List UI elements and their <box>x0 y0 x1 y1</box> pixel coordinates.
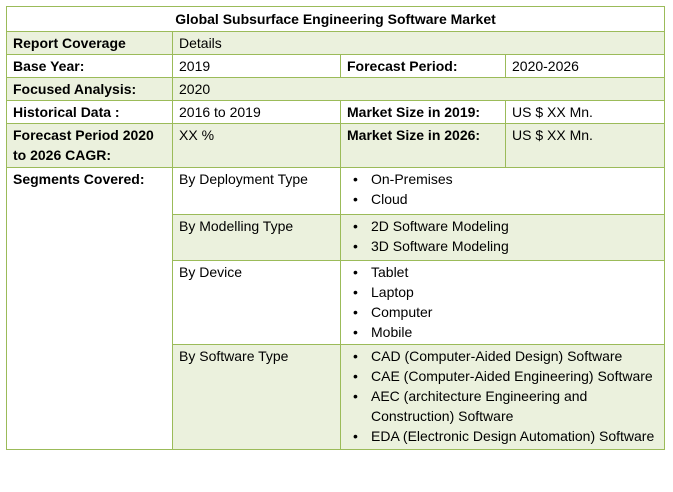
row-focused-analysis: Focused Analysis: 2020 <box>6 77 666 101</box>
segment-group-name: By Software Type <box>172 344 341 450</box>
segment-group-items: On-Premises Cloud <box>339 167 666 215</box>
row-base-year: Base Year: 2019 Forecast Period: 2020-20… <box>6 54 666 78</box>
market-size-2026-label: Market Size in 2026: <box>340 123 506 168</box>
list-item: On-Premises <box>353 169 658 189</box>
list-item: Mobile <box>353 322 658 342</box>
historical-data-label: Historical Data : <box>6 100 173 124</box>
base-year-value: 2019 <box>172 54 341 78</box>
segment-row-device: By Device Tablet Laptop Computer Mobile <box>7 260 666 345</box>
row-forecast-cagr: Forecast Period 2020 to 2026 CAGR: XX % … <box>6 123 666 168</box>
segments-covered-label: Segments Covered: <box>6 167 173 450</box>
list-item: Cloud <box>353 189 658 209</box>
list-item: 3D Software Modeling <box>353 236 658 256</box>
segment-list: Tablet Laptop Computer Mobile <box>347 262 658 342</box>
list-item: AEC (architecture Engineering and Constr… <box>353 386 658 426</box>
market-size-2019-label: Market Size in 2019: <box>340 100 506 124</box>
historical-data-value: 2016 to 2019 <box>172 100 341 124</box>
list-item: CAD (Computer-Aided Design) Software <box>353 346 658 366</box>
segment-group-items: 2D Software Modeling 3D Software Modelin… <box>339 214 666 261</box>
segment-list: On-Premises Cloud <box>347 169 658 209</box>
list-item: 2D Software Modeling <box>353 216 658 236</box>
title-row: Global Subsurface Engineering Software M… <box>5 6 666 32</box>
segment-group-name: By Deployment Type <box>172 167 341 215</box>
list-item: Tablet <box>353 262 658 282</box>
segment-group-name: By Device <box>172 260 341 345</box>
segment-group-name: By Modelling Type <box>172 214 341 261</box>
row-historical-data: Historical Data : 2016 to 2019 Market Si… <box>6 100 666 124</box>
forecast-cagr-label: Forecast Period 2020 to 2026 CAGR: <box>6 123 173 168</box>
segment-group-items: CAD (Computer-Aided Design) Software CAE… <box>339 344 666 450</box>
forecast-period-value: 2020-2026 <box>504 54 666 78</box>
segment-group-items: Tablet Laptop Computer Mobile <box>339 260 666 345</box>
forecast-period-label: Forecast Period: <box>340 54 506 78</box>
table-title: Global Subsurface Engineering Software M… <box>5 6 666 32</box>
list-item: CAE (Computer-Aided Engineering) Softwar… <box>353 366 658 386</box>
report-table-wrapper: Global Subsurface Engineering Software M… <box>5 6 666 450</box>
segment-row-modelling: By Modelling Type 2D Software Modeling 3… <box>6 214 666 261</box>
focused-analysis-label: Focused Analysis: <box>6 77 173 101</box>
list-item: Computer <box>353 302 658 322</box>
list-item: EDA (Electronic Design Automation) Softw… <box>353 426 658 446</box>
row-report-coverage: Report Coverage Details <box>6 31 666 55</box>
list-item: Laptop <box>353 282 658 302</box>
report-table: Global Subsurface Engineering Software M… <box>5 6 666 450</box>
report-coverage-label: Report Coverage <box>6 31 173 55</box>
segment-row-deployment: Segments Covered: By Deployment Type On-… <box>6 167 666 450</box>
base-year-label: Base Year: <box>6 54 173 78</box>
report-coverage-value: Details <box>171 31 666 55</box>
market-size-2026-value: US $ XX Mn. <box>504 123 666 168</box>
market-size-2019-value: US $ XX Mn. <box>504 100 666 124</box>
segment-list: CAD (Computer-Aided Design) Software CAE… <box>347 346 658 446</box>
forecast-cagr-value: XX % <box>172 123 341 168</box>
focused-analysis-value: 2020 <box>171 77 666 101</box>
segment-list: 2D Software Modeling 3D Software Modelin… <box>347 216 658 256</box>
